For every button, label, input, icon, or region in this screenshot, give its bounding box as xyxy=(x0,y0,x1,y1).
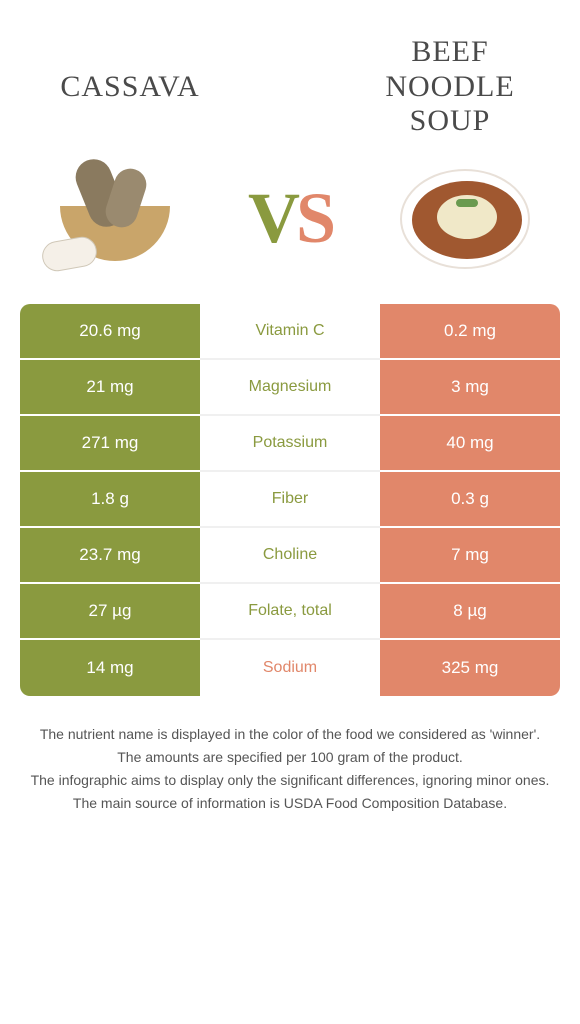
footer-line: The infographic aims to display only the… xyxy=(24,770,556,791)
food-title-left: Cassava xyxy=(40,70,220,104)
nutrient-label: Sodium xyxy=(200,640,380,696)
nutrient-label: Vitamin C xyxy=(200,304,380,360)
soup-image xyxy=(390,164,540,274)
nutrient-table: 20.6 mgVitamin C0.2 mg21 mgMagnesium3 mg… xyxy=(20,304,560,696)
footer-line: The nutrient name is displayed in the co… xyxy=(24,724,556,745)
nutrient-label: Choline xyxy=(200,528,380,584)
table-row: 23.7 mgCholine7 mg xyxy=(20,528,560,584)
table-row: 14 mgSodium325 mg xyxy=(20,640,560,696)
table-row: 271 mgPotassium40 mg xyxy=(20,416,560,472)
table-row: 20.6 mgVitamin C0.2 mg xyxy=(20,304,560,360)
value-left: 20.6 mg xyxy=(20,304,200,360)
value-left: 27 µg xyxy=(20,584,200,640)
value-right: 3 mg xyxy=(380,360,560,416)
cassava-image xyxy=(40,164,190,274)
value-left: 1.8 g xyxy=(20,472,200,528)
vs-s-letter: S xyxy=(296,178,332,258)
value-right: 7 mg xyxy=(380,528,560,584)
nutrient-label: Folate, total xyxy=(200,584,380,640)
food-title-right: Beef noodle soup xyxy=(360,35,540,139)
footer-line: The main source of information is USDA F… xyxy=(24,793,556,814)
value-left: 14 mg xyxy=(20,640,200,696)
table-row: 1.8 gFiber0.3 g xyxy=(20,472,560,528)
images-row: VS xyxy=(0,154,580,304)
value-right: 40 mg xyxy=(380,416,560,472)
nutrient-label: Fiber xyxy=(200,472,380,528)
header: Cassava Beef noodle soup xyxy=(0,0,580,154)
footer-notes: The nutrient name is displayed in the co… xyxy=(0,696,580,836)
value-left: 21 mg xyxy=(20,360,200,416)
value-right: 0.2 mg xyxy=(380,304,560,360)
vs-label: VS xyxy=(248,177,332,260)
table-row: 21 mgMagnesium3 mg xyxy=(20,360,560,416)
nutrient-label: Magnesium xyxy=(200,360,380,416)
value-left: 23.7 mg xyxy=(20,528,200,584)
table-row: 27 µgFolate, total8 µg xyxy=(20,584,560,640)
value-right: 8 µg xyxy=(380,584,560,640)
nutrient-label: Potassium xyxy=(200,416,380,472)
value-right: 0.3 g xyxy=(380,472,560,528)
vs-v-letter: V xyxy=(248,178,296,258)
value-right: 325 mg xyxy=(380,640,560,696)
footer-line: The amounts are specified per 100 gram o… xyxy=(24,747,556,768)
value-left: 271 mg xyxy=(20,416,200,472)
